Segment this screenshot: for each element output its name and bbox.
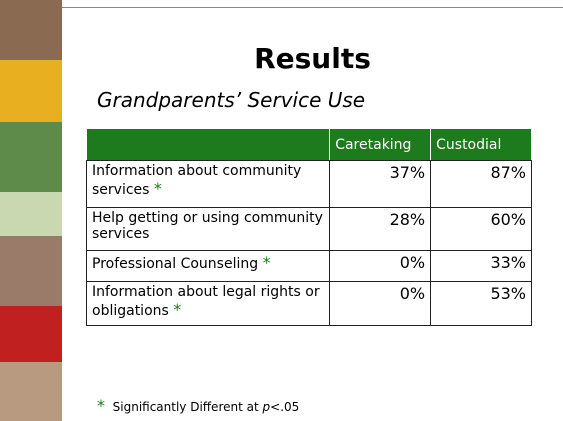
header-row: Caretaking Custodial: [85, 128, 532, 161]
photo: [0, 0, 62, 60]
cell: 87%: [430, 160, 532, 208]
row: Information about legal rights or obliga…: [85, 281, 532, 326]
label-text: Professional Counseling: [92, 256, 259, 272]
row: Help getting or using community services…: [85, 207, 532, 251]
title: Results: [254, 42, 371, 75]
table: Caretaking Custodial Information about c…: [85, 128, 532, 326]
star: *: [262, 253, 271, 272]
header-cell: Custodial: [430, 128, 532, 161]
photo: [0, 236, 62, 306]
cell: 60%: [430, 207, 532, 251]
row: Information about community services * 37…: [85, 160, 532, 208]
cell: 53%: [430, 281, 532, 326]
header-cell: [85, 128, 331, 161]
cell: 0%: [329, 250, 432, 282]
footnote-text: Significantly Different at: [112, 400, 259, 414]
photo: [0, 362, 62, 421]
rule: [62, 7, 563, 8]
row-label: Information about legal rights or obliga…: [85, 281, 331, 326]
header-cell: Caretaking: [329, 128, 432, 161]
footnote-italic: p: [262, 400, 271, 414]
photo: [0, 192, 62, 236]
photo: [0, 122, 62, 192]
subtitle: Grandparents’ Service Use: [97, 88, 366, 112]
photo: [0, 306, 62, 362]
row: Professional Counseling * 0% 33%: [85, 250, 532, 282]
cell: 37%: [329, 160, 432, 208]
photo: [0, 60, 62, 122]
row-label: Help getting or using community services: [85, 207, 331, 251]
label-text: Information about community services: [92, 163, 302, 198]
label-text: Information about legal rights or obliga…: [92, 284, 320, 319]
footnote-rest: <.05: [270, 400, 300, 414]
star: *: [97, 396, 105, 415]
cell: 0%: [329, 281, 432, 326]
star: *: [153, 179, 162, 198]
cell: 33%: [430, 250, 532, 282]
star: *: [173, 300, 182, 319]
cell: 28%: [329, 207, 432, 251]
row-label: Information about community services *: [85, 160, 331, 208]
label-text: Help getting or using community services: [92, 210, 323, 242]
footnote: * Significantly Different at p<.05: [97, 396, 299, 415]
row-label: Professional Counseling *: [85, 250, 331, 282]
